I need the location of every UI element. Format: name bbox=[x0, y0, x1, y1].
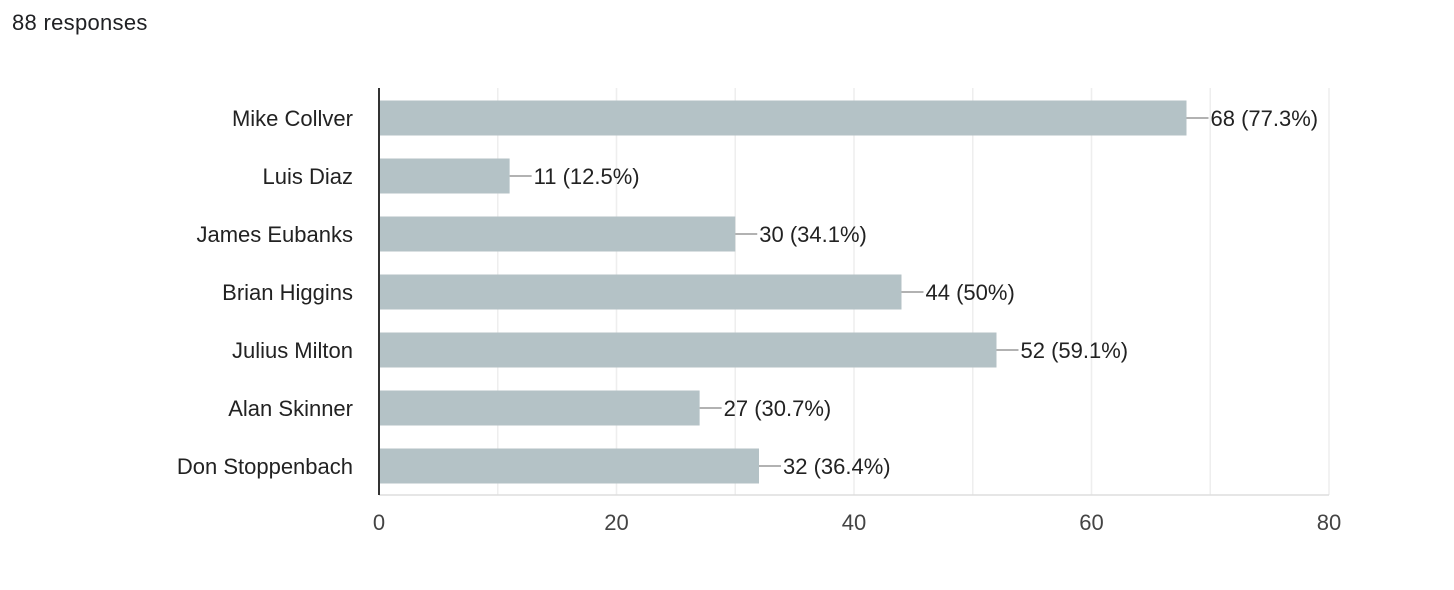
x-tick-label: 80 bbox=[1317, 510, 1341, 535]
category-labels: Mike Collver Luis Diaz James Eubanks Brian … bbox=[177, 106, 353, 479]
bar bbox=[379, 448, 759, 484]
x-tick-label: 0 bbox=[373, 510, 385, 535]
responses-count: 88 responses bbox=[12, 10, 148, 35]
data-label: 27 (30.7%) bbox=[724, 396, 832, 421]
data-label: 11 (12.5%) bbox=[534, 164, 640, 189]
data-label: 30 (34.1%) bbox=[759, 222, 867, 247]
category-label: Julius Milton bbox=[232, 338, 353, 363]
data-label: 44 (50%) bbox=[926, 280, 1015, 305]
bar bbox=[379, 390, 700, 426]
x-tick-label: 40 bbox=[842, 510, 866, 535]
category-label: Mike Collver bbox=[232, 106, 353, 131]
data-label: 32 (36.4%) bbox=[783, 454, 891, 479]
category-label: Alan Skinner bbox=[228, 396, 353, 421]
x-tick-label: 60 bbox=[1079, 510, 1103, 535]
bar bbox=[379, 332, 997, 368]
category-label: Luis Diaz bbox=[263, 164, 353, 189]
axes bbox=[378, 88, 1329, 496]
x-tick-labels: 0 20 40 60 80 bbox=[373, 510, 1341, 535]
category-label: Don Stoppenbach bbox=[177, 454, 353, 479]
bar bbox=[379, 100, 1187, 136]
x-tick-label: 20 bbox=[604, 510, 628, 535]
category-label: Brian Higgins bbox=[222, 280, 353, 305]
bar bbox=[379, 274, 902, 310]
bar bbox=[379, 158, 510, 194]
data-label: 68 (77.3%) bbox=[1211, 106, 1319, 131]
data-labels: 68 (77.3%) 11 (12.5%) 30 (34.1%) 44 (50%) 52… bbox=[509, 106, 1319, 479]
bars bbox=[379, 100, 1187, 484]
data-label: 52 (59.1%) bbox=[1021, 338, 1129, 363]
bar bbox=[379, 216, 736, 252]
category-label: James Eubanks bbox=[196, 222, 353, 247]
